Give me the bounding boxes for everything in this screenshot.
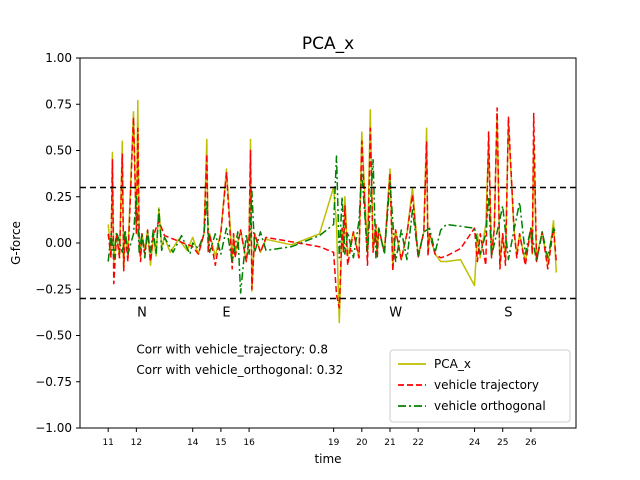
x-tick-label: 12 [131,438,142,448]
chart-title: PCA_x [302,34,354,54]
x-tick-label: 11 [102,438,113,448]
plot-area: N E W S Corr with vehicle_trajectory: 0.8 Cor… [80,99,576,377]
legend-box [389,349,571,423]
region-label: W [389,305,402,320]
x-tick-label: 25 [497,438,508,448]
annotation: Corr with vehicle_trajectory: 0.8 [136,342,328,356]
annotation: Corr with vehicle_orthogonal: 0.32 [136,363,343,377]
y-tick-label: 0.50 [45,144,72,158]
y-tick-label: 1.00 [45,51,72,65]
legend-label-1: vehicle trajectory [434,378,539,392]
y-tick-label: −1.00 [35,421,72,435]
x-tick-label: 16 [243,438,255,448]
region-label: E [222,305,230,320]
x-tick-label: 20 [356,438,368,448]
y-tick-label: 0.25 [45,190,72,204]
region-label: N [137,305,147,320]
x-tick-label: 22 [412,438,423,448]
region-label: S [504,305,512,320]
series-group [107,99,558,324]
x-tick-label: 14 [187,438,199,448]
y-tick-label: −0.25 [35,282,72,296]
y-tick-label: 0.75 [45,97,72,111]
series-line-2 [107,155,557,294]
y-tick-label: 0.00 [45,236,72,250]
x-tick-label: 19 [328,438,340,448]
x-tick-label: 21 [384,438,395,448]
legend-label-2: vehicle orthogonal [434,399,546,413]
x-tick-label: 15 [215,438,226,448]
series-line-1 [107,107,558,309]
x-tick-label: 26 [525,438,537,448]
y-axis-label: G-force [9,221,23,265]
x-axis-label: time [314,452,341,466]
x-tick-label: 24 [469,438,481,448]
legend-label-0: PCA_x [434,357,471,371]
y-tick-label: −0.75 [35,375,72,389]
y-tick-label: −0.50 [35,329,72,343]
